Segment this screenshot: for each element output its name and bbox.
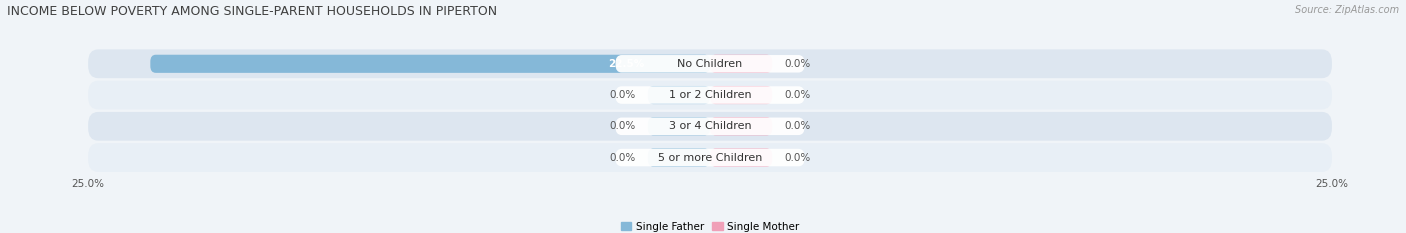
FancyBboxPatch shape [89, 81, 1331, 110]
FancyBboxPatch shape [616, 86, 804, 104]
FancyBboxPatch shape [648, 148, 710, 167]
FancyBboxPatch shape [616, 149, 804, 166]
FancyBboxPatch shape [150, 55, 710, 73]
FancyBboxPatch shape [710, 86, 772, 104]
FancyBboxPatch shape [648, 86, 710, 104]
Text: 1 or 2 Children: 1 or 2 Children [669, 90, 751, 100]
Text: 0.0%: 0.0% [609, 90, 636, 100]
Text: 0.0%: 0.0% [609, 121, 636, 131]
FancyBboxPatch shape [89, 143, 1331, 172]
FancyBboxPatch shape [89, 112, 1331, 141]
Text: 22.5%: 22.5% [607, 59, 644, 69]
Text: 0.0%: 0.0% [785, 121, 811, 131]
Text: INCOME BELOW POVERTY AMONG SINGLE-PARENT HOUSEHOLDS IN PIPERTON: INCOME BELOW POVERTY AMONG SINGLE-PARENT… [7, 5, 498, 18]
Text: No Children: No Children [678, 59, 742, 69]
FancyBboxPatch shape [616, 55, 804, 72]
Text: 0.0%: 0.0% [785, 153, 811, 163]
Text: 0.0%: 0.0% [785, 59, 811, 69]
Text: 0.0%: 0.0% [609, 153, 636, 163]
FancyBboxPatch shape [616, 118, 804, 135]
Legend: Single Father, Single Mother: Single Father, Single Mother [617, 218, 803, 233]
Text: 0.0%: 0.0% [785, 90, 811, 100]
Text: Source: ZipAtlas.com: Source: ZipAtlas.com [1295, 5, 1399, 15]
FancyBboxPatch shape [710, 148, 772, 167]
FancyBboxPatch shape [710, 117, 772, 135]
FancyBboxPatch shape [648, 117, 710, 135]
Text: 3 or 4 Children: 3 or 4 Children [669, 121, 751, 131]
Text: 5 or more Children: 5 or more Children [658, 153, 762, 163]
FancyBboxPatch shape [89, 49, 1331, 78]
FancyBboxPatch shape [710, 55, 772, 73]
